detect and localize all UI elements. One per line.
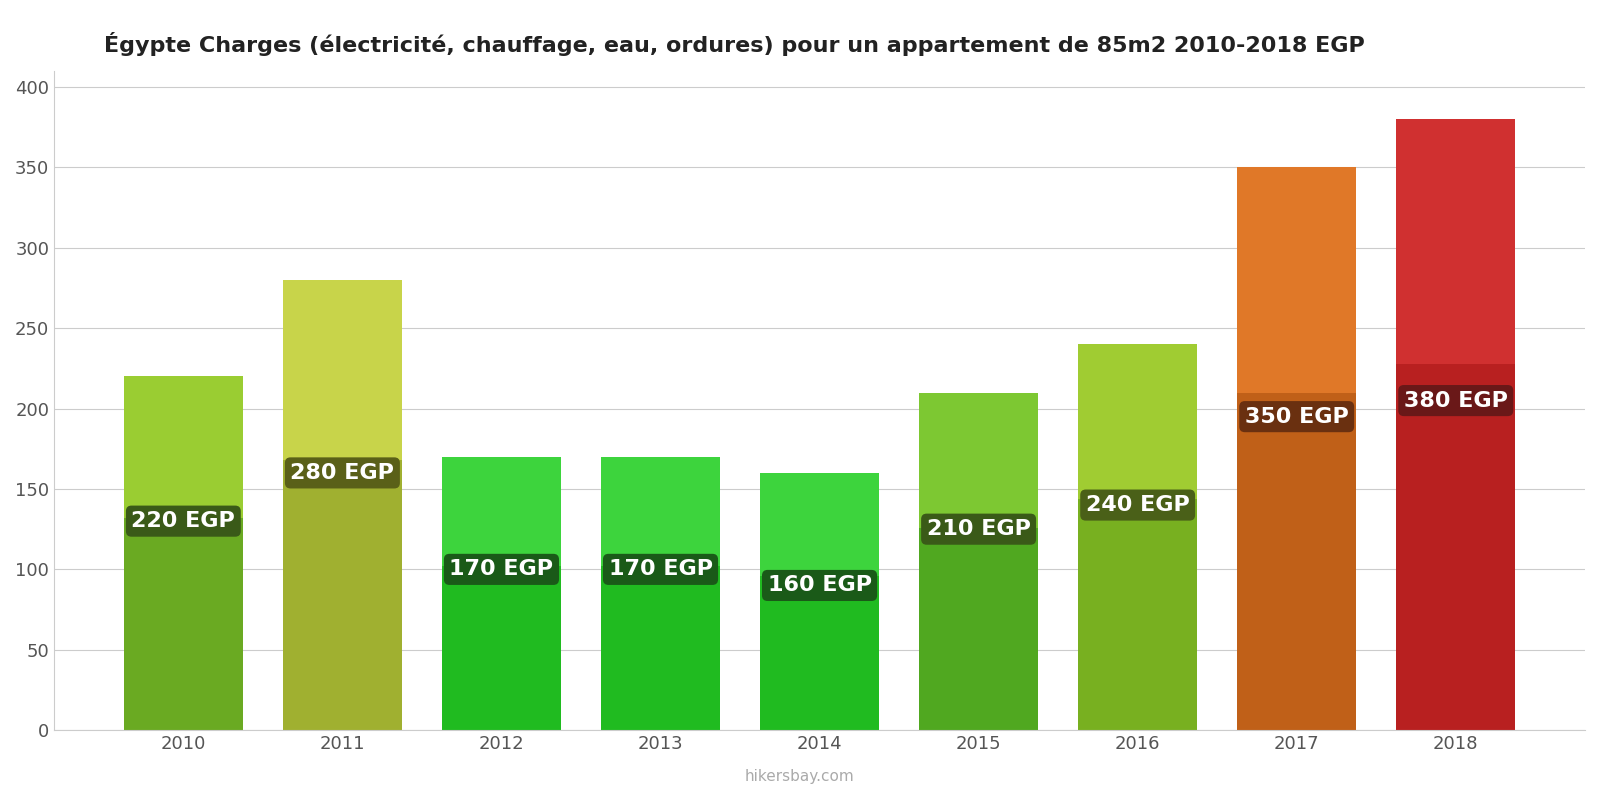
Bar — [283, 280, 402, 460]
Text: 220 EGP: 220 EGP — [131, 511, 235, 531]
Bar — [602, 566, 720, 730]
Text: hikersbay.com: hikersbay.com — [746, 769, 854, 784]
Bar — [760, 473, 880, 576]
Bar — [760, 576, 880, 730]
Bar — [123, 377, 243, 518]
Bar — [918, 393, 1038, 527]
Text: 160 EGP: 160 EGP — [768, 575, 872, 595]
Text: 170 EGP: 170 EGP — [608, 559, 712, 579]
Bar — [1397, 363, 1515, 730]
Bar — [283, 460, 402, 730]
Bar — [442, 457, 562, 566]
Text: 280 EGP: 280 EGP — [291, 463, 394, 483]
Text: 380 EGP: 380 EGP — [1403, 390, 1507, 410]
Text: 240 EGP: 240 EGP — [1086, 495, 1189, 515]
Text: 210 EGP: 210 EGP — [926, 519, 1030, 539]
Bar — [123, 518, 243, 730]
Bar — [1237, 167, 1357, 393]
Bar — [602, 457, 720, 566]
Bar — [1078, 344, 1197, 498]
Bar — [1078, 498, 1197, 730]
Text: Égypte Charges (électricité, chauffage, eau, ordures) pour un appartement de 85m: Égypte Charges (électricité, chauffage, … — [104, 32, 1365, 56]
Bar — [918, 527, 1038, 730]
Text: 350 EGP: 350 EGP — [1245, 406, 1349, 426]
Text: 170 EGP: 170 EGP — [450, 559, 554, 579]
Bar — [442, 566, 562, 730]
Bar — [1397, 119, 1515, 363]
Bar — [1237, 393, 1357, 730]
